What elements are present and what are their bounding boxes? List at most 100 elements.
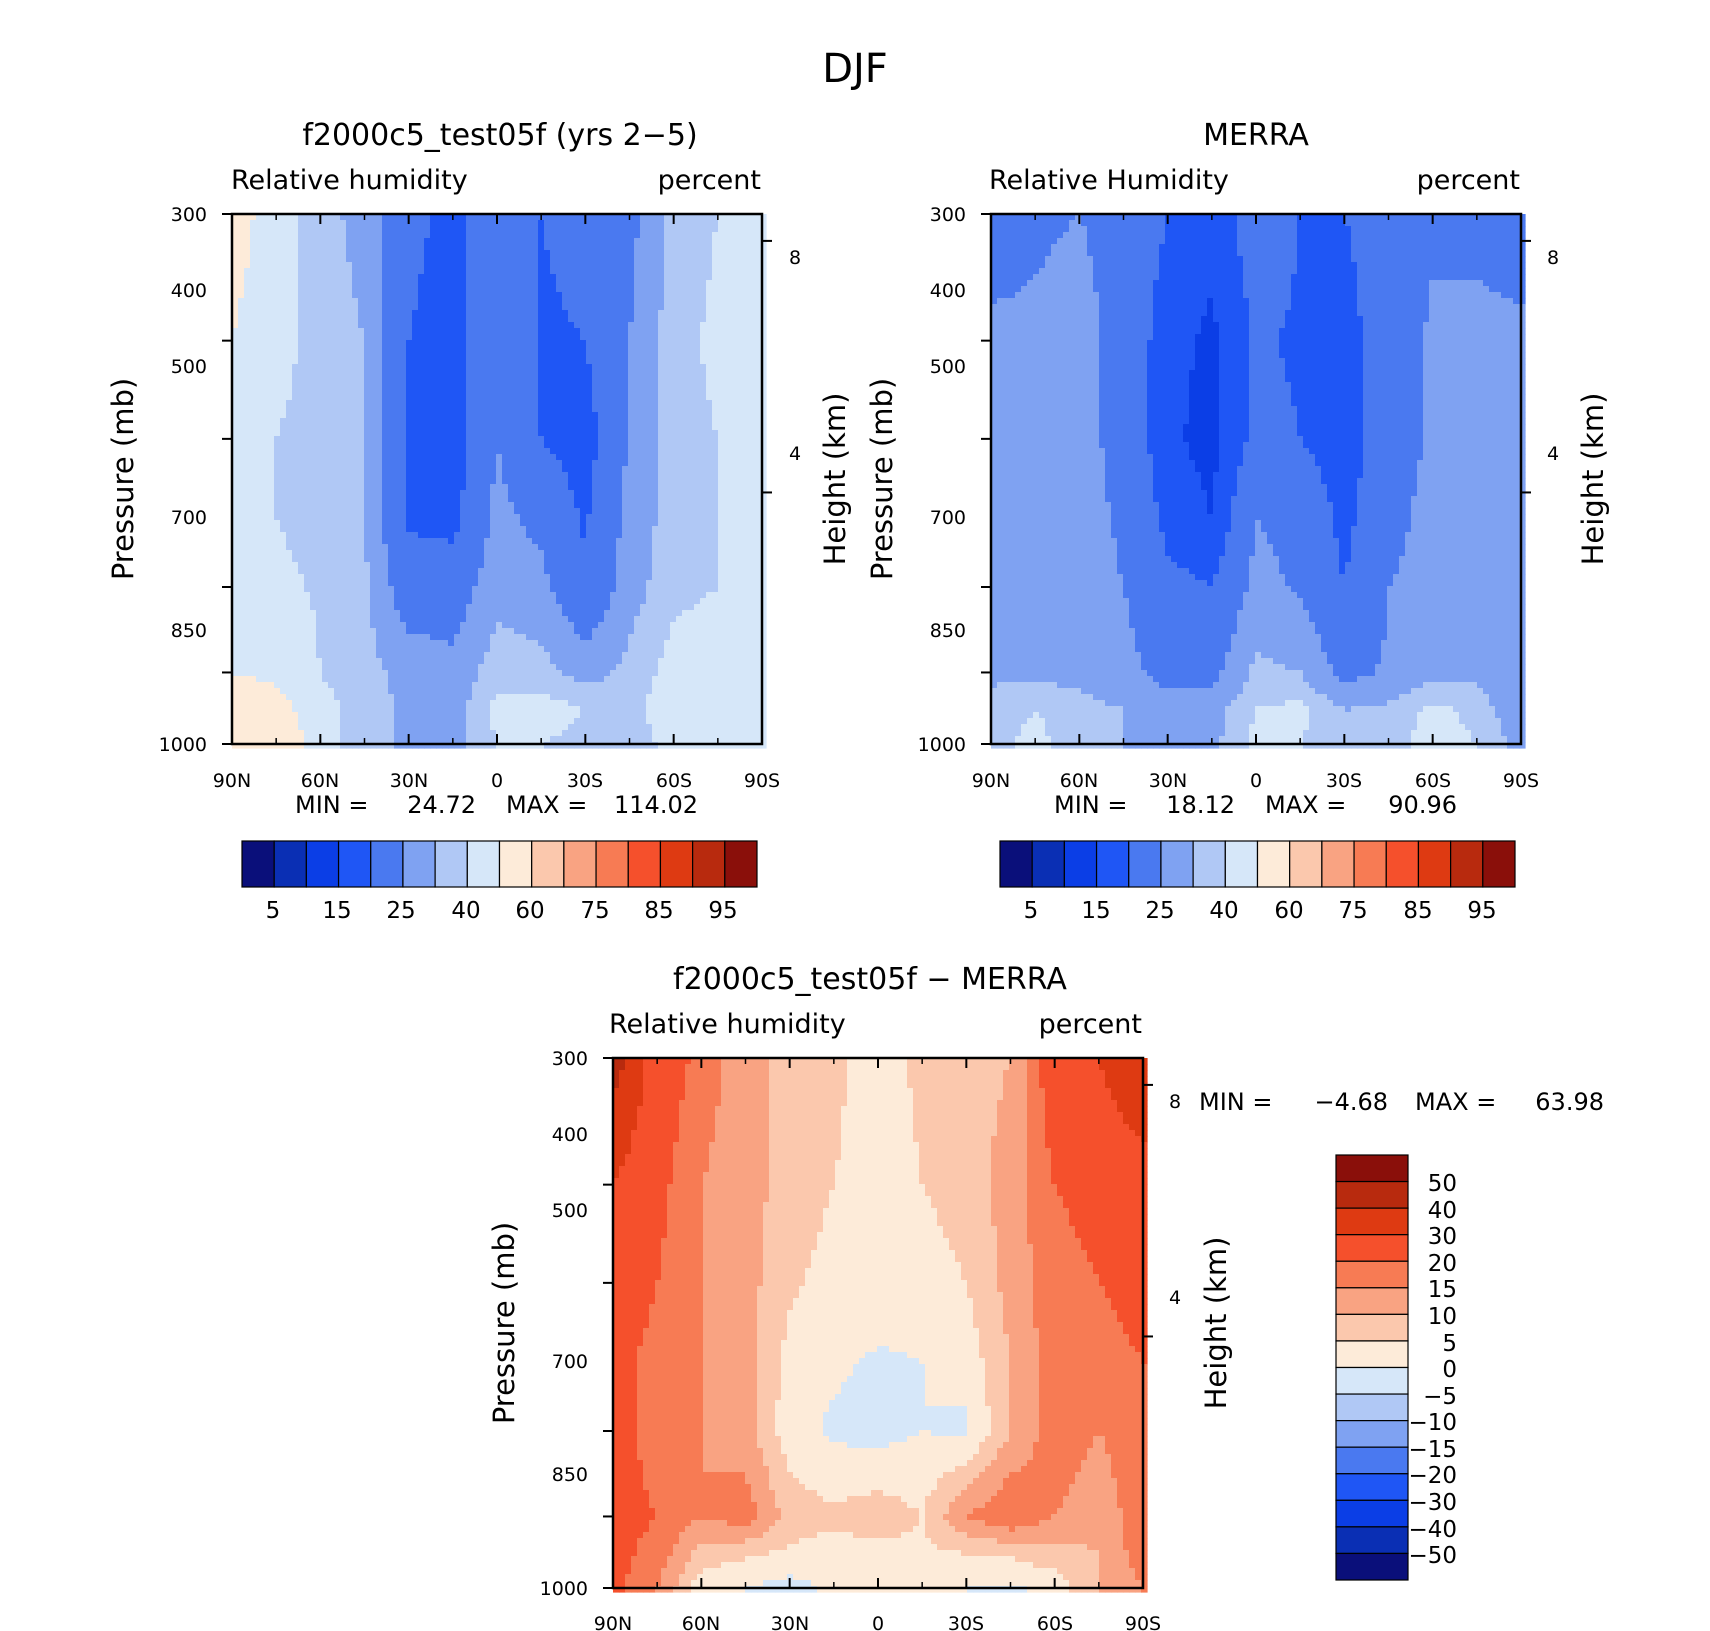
field-cell-339: [664, 232, 671, 239]
field-cell-2657: [688, 388, 695, 395]
field-cell-1658: [568, 322, 575, 329]
field-cell-3977: [598, 478, 605, 485]
field-cell-3247: [490, 430, 497, 437]
field-cell-364: [280, 238, 287, 245]
field-cell-1747: [568, 328, 575, 335]
field-cell-801: [232, 268, 239, 275]
field-cell-287: [352, 232, 359, 239]
field-cell-3315: [364, 436, 371, 443]
field-cell-1028: [526, 280, 533, 287]
field-cell-4264: [718, 496, 725, 503]
field-cell-4000: [736, 478, 743, 485]
field-cell-903: [310, 274, 317, 281]
field-cell-4451: [238, 514, 245, 521]
field-cell-2613: [424, 388, 431, 395]
field-cell-761: [526, 262, 533, 269]
field-cell-2057: [292, 352, 299, 359]
field-cell-4434: [670, 508, 677, 515]
field-cell-1371: [448, 304, 455, 311]
field-cell-1781: [238, 334, 245, 341]
field-cell-3920: [256, 478, 263, 485]
field-cell-1271: [382, 298, 389, 305]
field-cell-1216: [586, 292, 593, 299]
field-cell-1866: [748, 334, 755, 341]
field-cell-3254: [532, 430, 539, 437]
field-cell-3277: [670, 430, 677, 437]
field-cell-613: [706, 250, 713, 257]
field-cell-1377: [484, 304, 491, 311]
field-cell-694: [658, 256, 665, 263]
field-cell-1644: [484, 322, 491, 329]
field-cell-2865: [334, 406, 341, 413]
field-cell-4947: [544, 544, 551, 551]
field-cell-3376: [730, 436, 737, 443]
field-cell-2702: [424, 394, 431, 401]
field-cell-446: [238, 244, 245, 251]
field-cell-2768: [286, 400, 293, 407]
field-cell-3789: [538, 466, 545, 473]
field-cell-4917: [364, 544, 371, 551]
field-cell-3420: [460, 442, 467, 449]
field-cell-980: [238, 280, 245, 287]
field-cell-3570: [292, 454, 299, 461]
field-cell-2115: [640, 352, 647, 359]
field-cell-4735: [340, 532, 347, 539]
field-cell-3548: [694, 448, 701, 455]
field-cell-2284: [586, 364, 593, 371]
field-cell-3360: [634, 436, 641, 443]
field-cell-2410: [274, 376, 281, 383]
field-cell-4931: [448, 544, 455, 551]
field-cell-2819: [592, 400, 599, 407]
field-cell-18: [340, 214, 347, 221]
field-cell-1471: [514, 310, 521, 317]
field-cell-1667: [622, 322, 629, 329]
field-cell-1443: [346, 310, 353, 317]
field-cell-676: [550, 256, 557, 263]
field-cell-3208: [256, 430, 263, 437]
field-cell-939: [526, 274, 533, 281]
field-cell-2206: [652, 358, 659, 365]
field-cell-1867: [754, 334, 761, 341]
field-cell-1142: [676, 286, 683, 293]
field-cell-2324: [292, 370, 299, 377]
field-cell-3805: [634, 466, 641, 473]
field-cell-771: [586, 262, 593, 269]
field-cell-872: [658, 268, 665, 275]
field-cell-4382: [358, 508, 365, 515]
field-cell-4798: [718, 532, 725, 539]
field-cell-4040: [442, 484, 449, 491]
field-cell-3362: [646, 436, 653, 443]
field-cell-2485: [724, 376, 731, 383]
field-cell-3112: [748, 418, 755, 425]
field-cell-4847: [478, 538, 485, 545]
field-cell-420: [616, 238, 623, 245]
field-cell-4794: [694, 532, 701, 539]
field-cell-3991: [682, 478, 689, 485]
field-cell-1742: [538, 328, 545, 335]
field-cell-25: [382, 214, 389, 221]
field-cell-4199: [328, 496, 335, 503]
field-cell-391: [442, 238, 449, 245]
field-cell-1506: [724, 310, 731, 317]
field-cell-2556: [616, 382, 623, 389]
field-cell-511: [628, 244, 635, 251]
field-cell-1397: [604, 304, 611, 311]
field-cell-656: [430, 256, 437, 263]
field-cell-4183: [232, 496, 239, 503]
field-cell-4184: [238, 496, 245, 503]
field-cell-4637: [286, 526, 293, 533]
field-cell-191: [310, 226, 317, 233]
field-cell-963: [670, 274, 677, 281]
field-cell-4608: [646, 520, 653, 527]
field-cell-341: [676, 232, 683, 239]
field-cell-1783: [250, 334, 257, 341]
field-cell-3326: [430, 436, 437, 443]
field-cell-3071: [502, 418, 509, 425]
field-cell-2886: [460, 406, 467, 413]
field-cell-2330: [328, 370, 335, 377]
field-cell-156: [634, 220, 641, 227]
field-cell-3275: [658, 430, 665, 437]
field-cell-2722: [544, 394, 551, 401]
field-cell-887: [748, 268, 755, 275]
field-cell-2117: [652, 352, 659, 359]
